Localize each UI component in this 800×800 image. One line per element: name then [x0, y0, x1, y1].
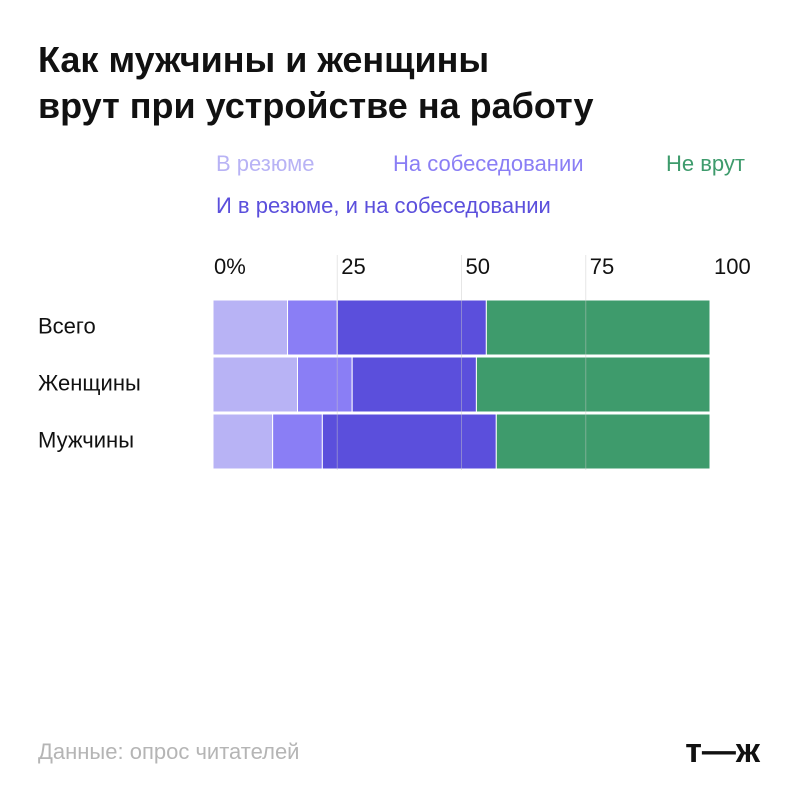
- legend-label: На собеседовании: [393, 151, 584, 176]
- x-tick-label: 50: [466, 254, 490, 279]
- x-tick-label: 100: [714, 254, 751, 279]
- bar-segment: [212, 413, 274, 470]
- bar-segment: [321, 413, 497, 470]
- bar-segment: [296, 356, 353, 413]
- x-tick-label: 0%: [214, 254, 246, 279]
- x-tick-label: 75: [590, 254, 614, 279]
- bar-segment: [475, 356, 711, 413]
- x-tick-label: 25: [341, 254, 365, 279]
- bar-segment: [272, 413, 323, 470]
- legend-label: Не врут: [666, 151, 745, 176]
- bar-segment: [351, 356, 477, 413]
- legend-label: И в резюме, и на собеседовании: [216, 193, 551, 218]
- bar-segment: [212, 356, 298, 413]
- chart-title: Как мужчины и женщины врут при устройстве…: [38, 39, 594, 126]
- y-tick-label: Мужчины: [38, 427, 134, 452]
- logo: т—ж: [685, 732, 761, 770]
- bar-segment: [336, 299, 487, 356]
- source: Данные: опрос читателей: [38, 739, 299, 764]
- y-tick-label: Женщины: [38, 370, 141, 395]
- bar-segment: [287, 299, 338, 356]
- legend-label: В резюме: [216, 151, 314, 176]
- y-tick-label: Всего: [38, 313, 96, 338]
- bar-segment: [212, 299, 289, 356]
- bar-segment: [485, 299, 711, 356]
- bar-segment: [495, 413, 711, 470]
